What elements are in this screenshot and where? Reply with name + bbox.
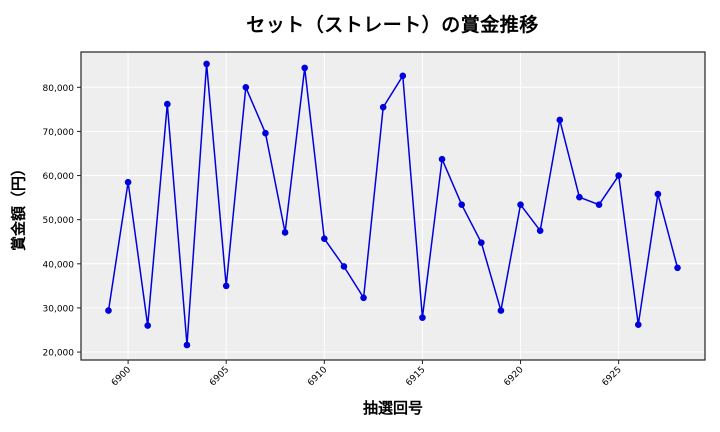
data-point-marker	[674, 264, 681, 272]
data-point-marker	[595, 201, 603, 208]
x-axis: 6900 6905 6910 6915 6920 6925	[110, 360, 624, 388]
data-point-marker	[399, 72, 407, 80]
data-point-marker	[360, 294, 367, 302]
y-tick-label: 80,000	[43, 84, 75, 94]
x-tick-label: 6920	[502, 365, 525, 388]
data-point-marker	[164, 100, 171, 108]
y-tick-label: 30,000	[43, 304, 75, 314]
y-tick-label: 20,000	[43, 349, 75, 359]
y-tick-label: 70,000	[43, 128, 75, 138]
data-point-marker	[242, 84, 250, 91]
y-tick-label: 50,000	[43, 216, 75, 226]
data-point-marker	[379, 103, 387, 111]
grid-lines	[81, 52, 705, 360]
data-point-marker	[419, 314, 426, 321]
x-tick-label: 6905	[208, 365, 231, 388]
data-point-marker	[105, 307, 112, 314]
x-tick-label: 6915	[404, 365, 427, 388]
data-point-marker	[301, 64, 308, 72]
y-tick-label: 40,000	[43, 260, 75, 270]
data-point-marker	[497, 307, 505, 314]
y-axis-label: 賞金額（円）	[9, 160, 28, 251]
data-point-marker	[478, 239, 485, 246]
plot-area	[81, 52, 705, 360]
data-point-marker	[517, 201, 524, 208]
data-point-marker	[556, 116, 564, 124]
x-axis-label: 抽選回号	[362, 399, 423, 417]
data-series	[105, 60, 681, 349]
data-point-marker	[634, 321, 642, 328]
data-point-marker	[222, 282, 230, 290]
x-tick-label: 6900	[110, 365, 133, 388]
data-point-marker	[458, 201, 465, 208]
data-point-marker	[203, 60, 210, 68]
data-point-marker	[438, 155, 446, 163]
data-point-marker	[183, 341, 191, 349]
x-tick-label: 6910	[306, 365, 329, 388]
data-point-marker	[321, 235, 328, 242]
data-point-marker	[654, 190, 662, 198]
data-point-marker	[144, 322, 152, 329]
data-point-marker	[340, 263, 348, 270]
y-axis: 20,000 30,000 40,000 50,000 60,000 70,000 80,0…	[43, 84, 81, 359]
data-point-marker	[281, 229, 289, 236]
data-point-marker	[124, 178, 132, 186]
series-line	[107, 63, 679, 346]
data-point-marker	[576, 193, 583, 201]
y-tick-label: 60,000	[43, 172, 75, 182]
plot-frame	[80, 51, 706, 361]
data-point-marker	[536, 227, 544, 235]
data-point-marker	[262, 129, 269, 137]
data-point-marker	[615, 172, 622, 179]
x-tick-label: 6925	[601, 365, 624, 388]
chart-title: セット（ストレート）の賞金推移	[246, 14, 539, 36]
